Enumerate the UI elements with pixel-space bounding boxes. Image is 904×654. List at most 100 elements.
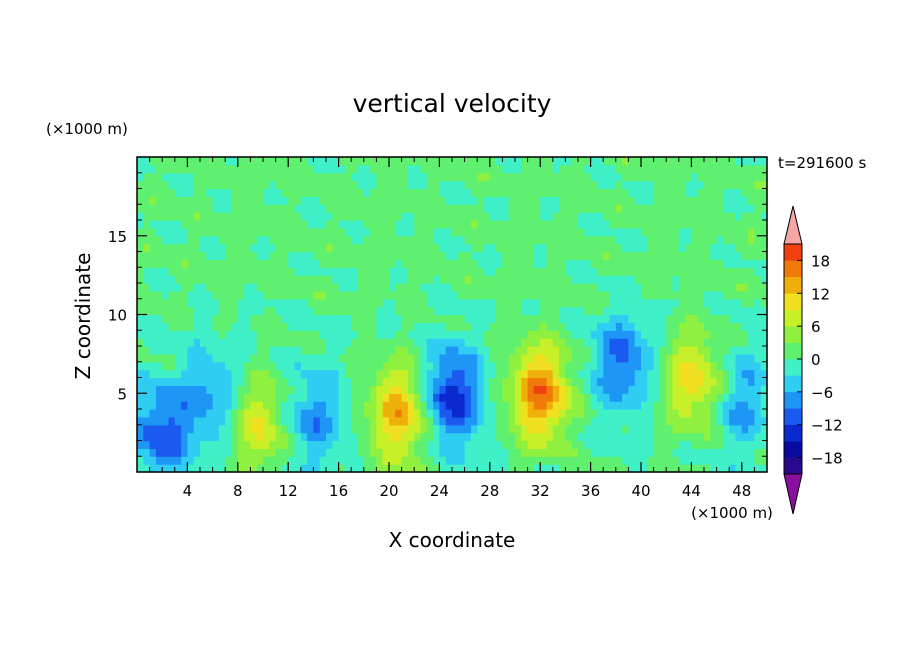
field-cell bbox=[641, 385, 648, 394]
y-tick-label: 5 bbox=[117, 385, 127, 403]
field-cell bbox=[741, 322, 749, 331]
field-cell bbox=[716, 464, 724, 473]
field-cell bbox=[521, 172, 529, 182]
field-cell bbox=[464, 369, 472, 379]
field-cell bbox=[615, 330, 623, 339]
field-cell bbox=[735, 377, 743, 386]
field-cell bbox=[319, 275, 327, 284]
field-cell bbox=[722, 235, 730, 245]
field-cell bbox=[666, 227, 674, 237]
field-cell bbox=[294, 243, 302, 253]
field-cell bbox=[149, 361, 157, 371]
field-cell bbox=[477, 275, 485, 284]
field-cell bbox=[527, 346, 535, 355]
field-cell bbox=[433, 180, 440, 190]
field-cell bbox=[370, 338, 377, 347]
field-cell bbox=[313, 361, 321, 371]
field-cell bbox=[741, 164, 749, 174]
field-cell bbox=[357, 227, 365, 237]
field-cell bbox=[155, 235, 163, 245]
field-cell bbox=[502, 259, 510, 268]
field-cell bbox=[206, 283, 214, 292]
field-cell bbox=[659, 448, 667, 457]
colorbar-tick-label: 18 bbox=[811, 252, 830, 270]
field-cell bbox=[281, 330, 289, 339]
field-cell bbox=[477, 456, 485, 465]
field-cell bbox=[250, 204, 258, 213]
field-cell bbox=[584, 424, 592, 434]
field-cell bbox=[269, 424, 277, 434]
field-cell bbox=[559, 180, 566, 190]
field-cell bbox=[729, 314, 737, 323]
field-cell bbox=[458, 298, 466, 308]
field-cell bbox=[464, 401, 472, 410]
field-cell bbox=[496, 306, 503, 316]
field-cell bbox=[735, 172, 743, 182]
field-cell bbox=[634, 361, 642, 371]
field-cell bbox=[143, 227, 151, 237]
field-cell bbox=[735, 353, 743, 363]
field-cell bbox=[370, 464, 377, 473]
field-cell bbox=[596, 298, 604, 308]
field-cell bbox=[489, 416, 497, 426]
field-cell bbox=[470, 212, 478, 221]
field-cell bbox=[641, 220, 648, 229]
field-cell bbox=[565, 188, 573, 197]
field-cell bbox=[275, 157, 283, 166]
field-cell bbox=[628, 290, 636, 300]
field-cell bbox=[653, 196, 661, 205]
field-cell bbox=[452, 432, 459, 442]
field-cell bbox=[546, 157, 554, 166]
field-cell bbox=[389, 157, 396, 166]
field-cell bbox=[615, 314, 623, 323]
field-cell bbox=[231, 180, 239, 190]
field-cell bbox=[225, 283, 233, 292]
field-cell bbox=[376, 440, 384, 449]
field-cell bbox=[678, 157, 686, 166]
field-cell bbox=[162, 424, 170, 434]
field-cell bbox=[578, 235, 585, 245]
field-cell bbox=[477, 306, 485, 316]
field-cell bbox=[470, 401, 478, 410]
field-cell bbox=[407, 353, 415, 363]
field-cell bbox=[666, 314, 674, 323]
field-cell bbox=[653, 456, 661, 465]
field-cell bbox=[521, 338, 529, 347]
field-cell bbox=[357, 180, 365, 190]
field-cell bbox=[244, 401, 251, 410]
field-cell bbox=[735, 243, 743, 253]
field-cell bbox=[641, 401, 648, 410]
field-cell bbox=[596, 290, 604, 300]
field-cell bbox=[407, 275, 415, 284]
field-cell bbox=[370, 330, 377, 339]
field-cell bbox=[458, 306, 466, 316]
field-cell bbox=[439, 157, 447, 166]
field-cell bbox=[760, 377, 768, 386]
field-cell bbox=[420, 353, 428, 363]
field-cell bbox=[206, 180, 214, 190]
field-cell bbox=[452, 227, 459, 237]
field-cell bbox=[540, 314, 548, 323]
field-cell bbox=[326, 251, 333, 260]
field-cell bbox=[546, 369, 554, 379]
field-cell bbox=[237, 409, 245, 418]
field-cell bbox=[653, 338, 661, 347]
field-cell bbox=[641, 346, 648, 355]
field-cell bbox=[168, 235, 176, 245]
field-cell bbox=[527, 157, 535, 166]
field-cell bbox=[578, 385, 585, 394]
field-cell bbox=[351, 220, 359, 229]
field-cell bbox=[552, 330, 560, 339]
field-cell bbox=[546, 306, 554, 316]
field-cell bbox=[634, 306, 642, 316]
field-cell bbox=[672, 188, 680, 197]
field-cell bbox=[704, 377, 711, 386]
field-cell bbox=[716, 440, 724, 449]
field-cell bbox=[666, 164, 674, 174]
field-cell bbox=[584, 227, 592, 237]
field-cell bbox=[634, 267, 642, 276]
field-cell bbox=[559, 267, 566, 276]
field-cell bbox=[590, 298, 598, 308]
field-cell bbox=[741, 235, 749, 245]
field-cell bbox=[609, 401, 617, 410]
